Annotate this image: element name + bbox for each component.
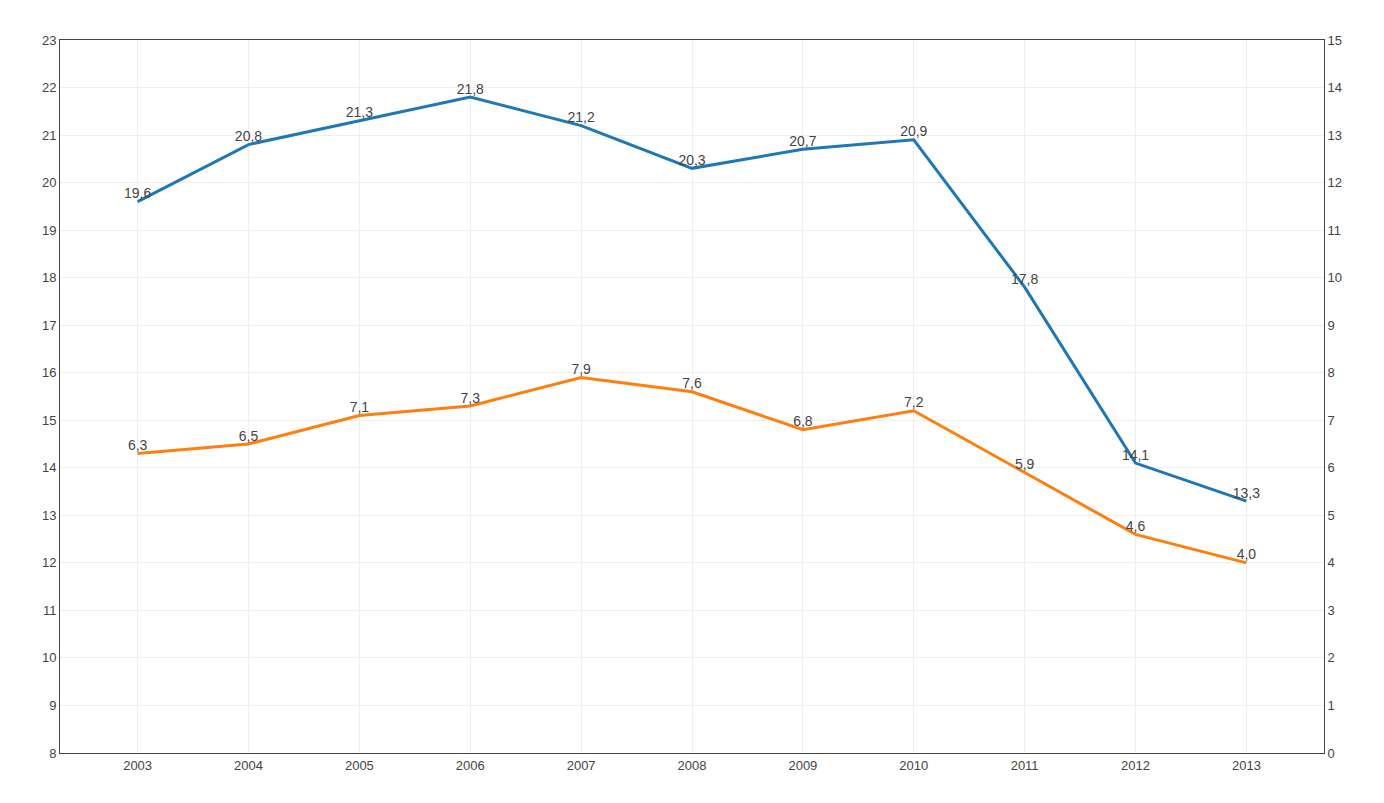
svg-text:6: 6 (1328, 460, 1335, 475)
svg-text:9: 9 (49, 698, 56, 713)
svg-text:14: 14 (1328, 80, 1342, 95)
svg-text:7,9: 7,9 (571, 361, 591, 377)
svg-text:2013: 2013 (1232, 758, 1261, 773)
svg-text:20,8: 20,8 (235, 128, 262, 144)
svg-text:7: 7 (1328, 413, 1335, 428)
svg-text:5,9: 5,9 (1015, 456, 1035, 472)
svg-text:21,2: 21,2 (567, 109, 594, 125)
svg-text:2005: 2005 (345, 758, 374, 773)
svg-text:7,3: 7,3 (461, 390, 481, 406)
svg-text:4,6: 4,6 (1126, 518, 1146, 534)
svg-text:8: 8 (1328, 365, 1335, 380)
svg-text:11: 11 (1328, 223, 1342, 238)
svg-text:4: 4 (1328, 555, 1335, 570)
svg-text:7,2: 7,2 (904, 394, 924, 410)
svg-text:20,3: 20,3 (678, 152, 705, 168)
svg-text:19,6: 19,6 (124, 185, 151, 201)
svg-text:18: 18 (42, 270, 56, 285)
svg-text:12: 12 (1328, 175, 1342, 190)
svg-text:13: 13 (1328, 128, 1342, 143)
svg-text:10: 10 (42, 650, 56, 665)
svg-text:10: 10 (1328, 270, 1342, 285)
svg-text:2010: 2010 (899, 758, 928, 773)
svg-text:21,3: 21,3 (346, 104, 373, 120)
svg-text:5: 5 (1328, 508, 1335, 523)
svg-text:7,6: 7,6 (682, 375, 702, 391)
svg-text:16: 16 (42, 365, 56, 380)
svg-text:11: 11 (43, 603, 57, 618)
svg-text:22: 22 (42, 80, 56, 95)
svg-text:9: 9 (1328, 318, 1335, 333)
svg-text:17,8: 17,8 (1011, 271, 1038, 287)
svg-text:2: 2 (1328, 650, 1335, 665)
svg-text:1: 1 (1328, 698, 1335, 713)
svg-text:17: 17 (42, 318, 56, 333)
svg-text:2012: 2012 (1121, 758, 1150, 773)
svg-text:2004: 2004 (234, 758, 263, 773)
svg-text:6,3: 6,3 (128, 437, 148, 453)
svg-text:12: 12 (42, 555, 56, 570)
svg-text:14,1: 14,1 (1122, 447, 1149, 463)
svg-text:21: 21 (42, 128, 56, 143)
svg-text:2009: 2009 (788, 758, 817, 773)
svg-text:0: 0 (1328, 746, 1335, 761)
svg-text:15: 15 (42, 413, 56, 428)
svg-text:4,0: 4,0 (1237, 546, 1257, 562)
svg-text:14: 14 (42, 460, 56, 475)
svg-text:13,3: 13,3 (1233, 485, 1260, 501)
svg-text:20,7: 20,7 (789, 133, 816, 149)
svg-text:20: 20 (42, 175, 56, 190)
svg-text:13: 13 (42, 508, 56, 523)
svg-text:2008: 2008 (678, 758, 707, 773)
svg-text:6,5: 6,5 (239, 428, 259, 444)
svg-text:19: 19 (42, 223, 56, 238)
svg-text:2006: 2006 (456, 758, 485, 773)
svg-text:8: 8 (49, 746, 56, 761)
svg-text:6,8: 6,8 (793, 413, 813, 429)
svg-text:15: 15 (1328, 33, 1342, 48)
svg-text:7,1: 7,1 (350, 399, 370, 415)
svg-text:2003: 2003 (123, 758, 152, 773)
svg-text:3: 3 (1328, 603, 1335, 618)
svg-text:2011: 2011 (1011, 758, 1039, 773)
svg-text:21,8: 21,8 (457, 81, 484, 97)
svg-text:2007: 2007 (567, 758, 596, 773)
svg-text:20,9: 20,9 (900, 123, 927, 139)
svg-text:23: 23 (42, 33, 56, 48)
